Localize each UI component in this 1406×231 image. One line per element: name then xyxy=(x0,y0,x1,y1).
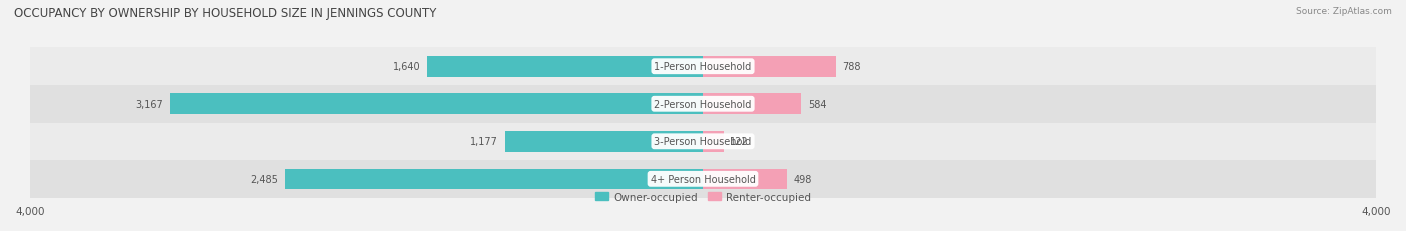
Text: 1,640: 1,640 xyxy=(392,62,420,72)
Text: 498: 498 xyxy=(793,174,811,184)
Text: 122: 122 xyxy=(730,137,749,147)
Bar xyxy=(703,57,835,77)
Text: 2,485: 2,485 xyxy=(250,174,278,184)
Text: 3-Person Household: 3-Person Household xyxy=(654,137,752,147)
Text: 1-Person Household: 1-Person Household xyxy=(654,62,752,72)
Text: 3,167: 3,167 xyxy=(135,99,163,109)
Bar xyxy=(703,94,801,115)
Bar xyxy=(285,169,703,189)
Text: 1,177: 1,177 xyxy=(470,137,498,147)
Bar xyxy=(30,86,1376,123)
Bar xyxy=(30,160,1376,198)
Text: 4+ Person Household: 4+ Person Household xyxy=(651,174,755,184)
Bar xyxy=(30,123,1376,160)
Text: 2-Person Household: 2-Person Household xyxy=(654,99,752,109)
Bar xyxy=(170,94,703,115)
Text: Source: ZipAtlas.com: Source: ZipAtlas.com xyxy=(1296,7,1392,16)
Text: OCCUPANCY BY OWNERSHIP BY HOUSEHOLD SIZE IN JENNINGS COUNTY: OCCUPANCY BY OWNERSHIP BY HOUSEHOLD SIZE… xyxy=(14,7,436,20)
Text: 788: 788 xyxy=(842,62,860,72)
Bar xyxy=(30,48,1376,86)
Bar xyxy=(703,131,724,152)
Legend: Owner-occupied, Renter-occupied: Owner-occupied, Renter-occupied xyxy=(591,188,815,206)
Text: 584: 584 xyxy=(808,99,827,109)
Bar xyxy=(427,57,703,77)
Bar xyxy=(505,131,703,152)
Bar xyxy=(703,169,787,189)
